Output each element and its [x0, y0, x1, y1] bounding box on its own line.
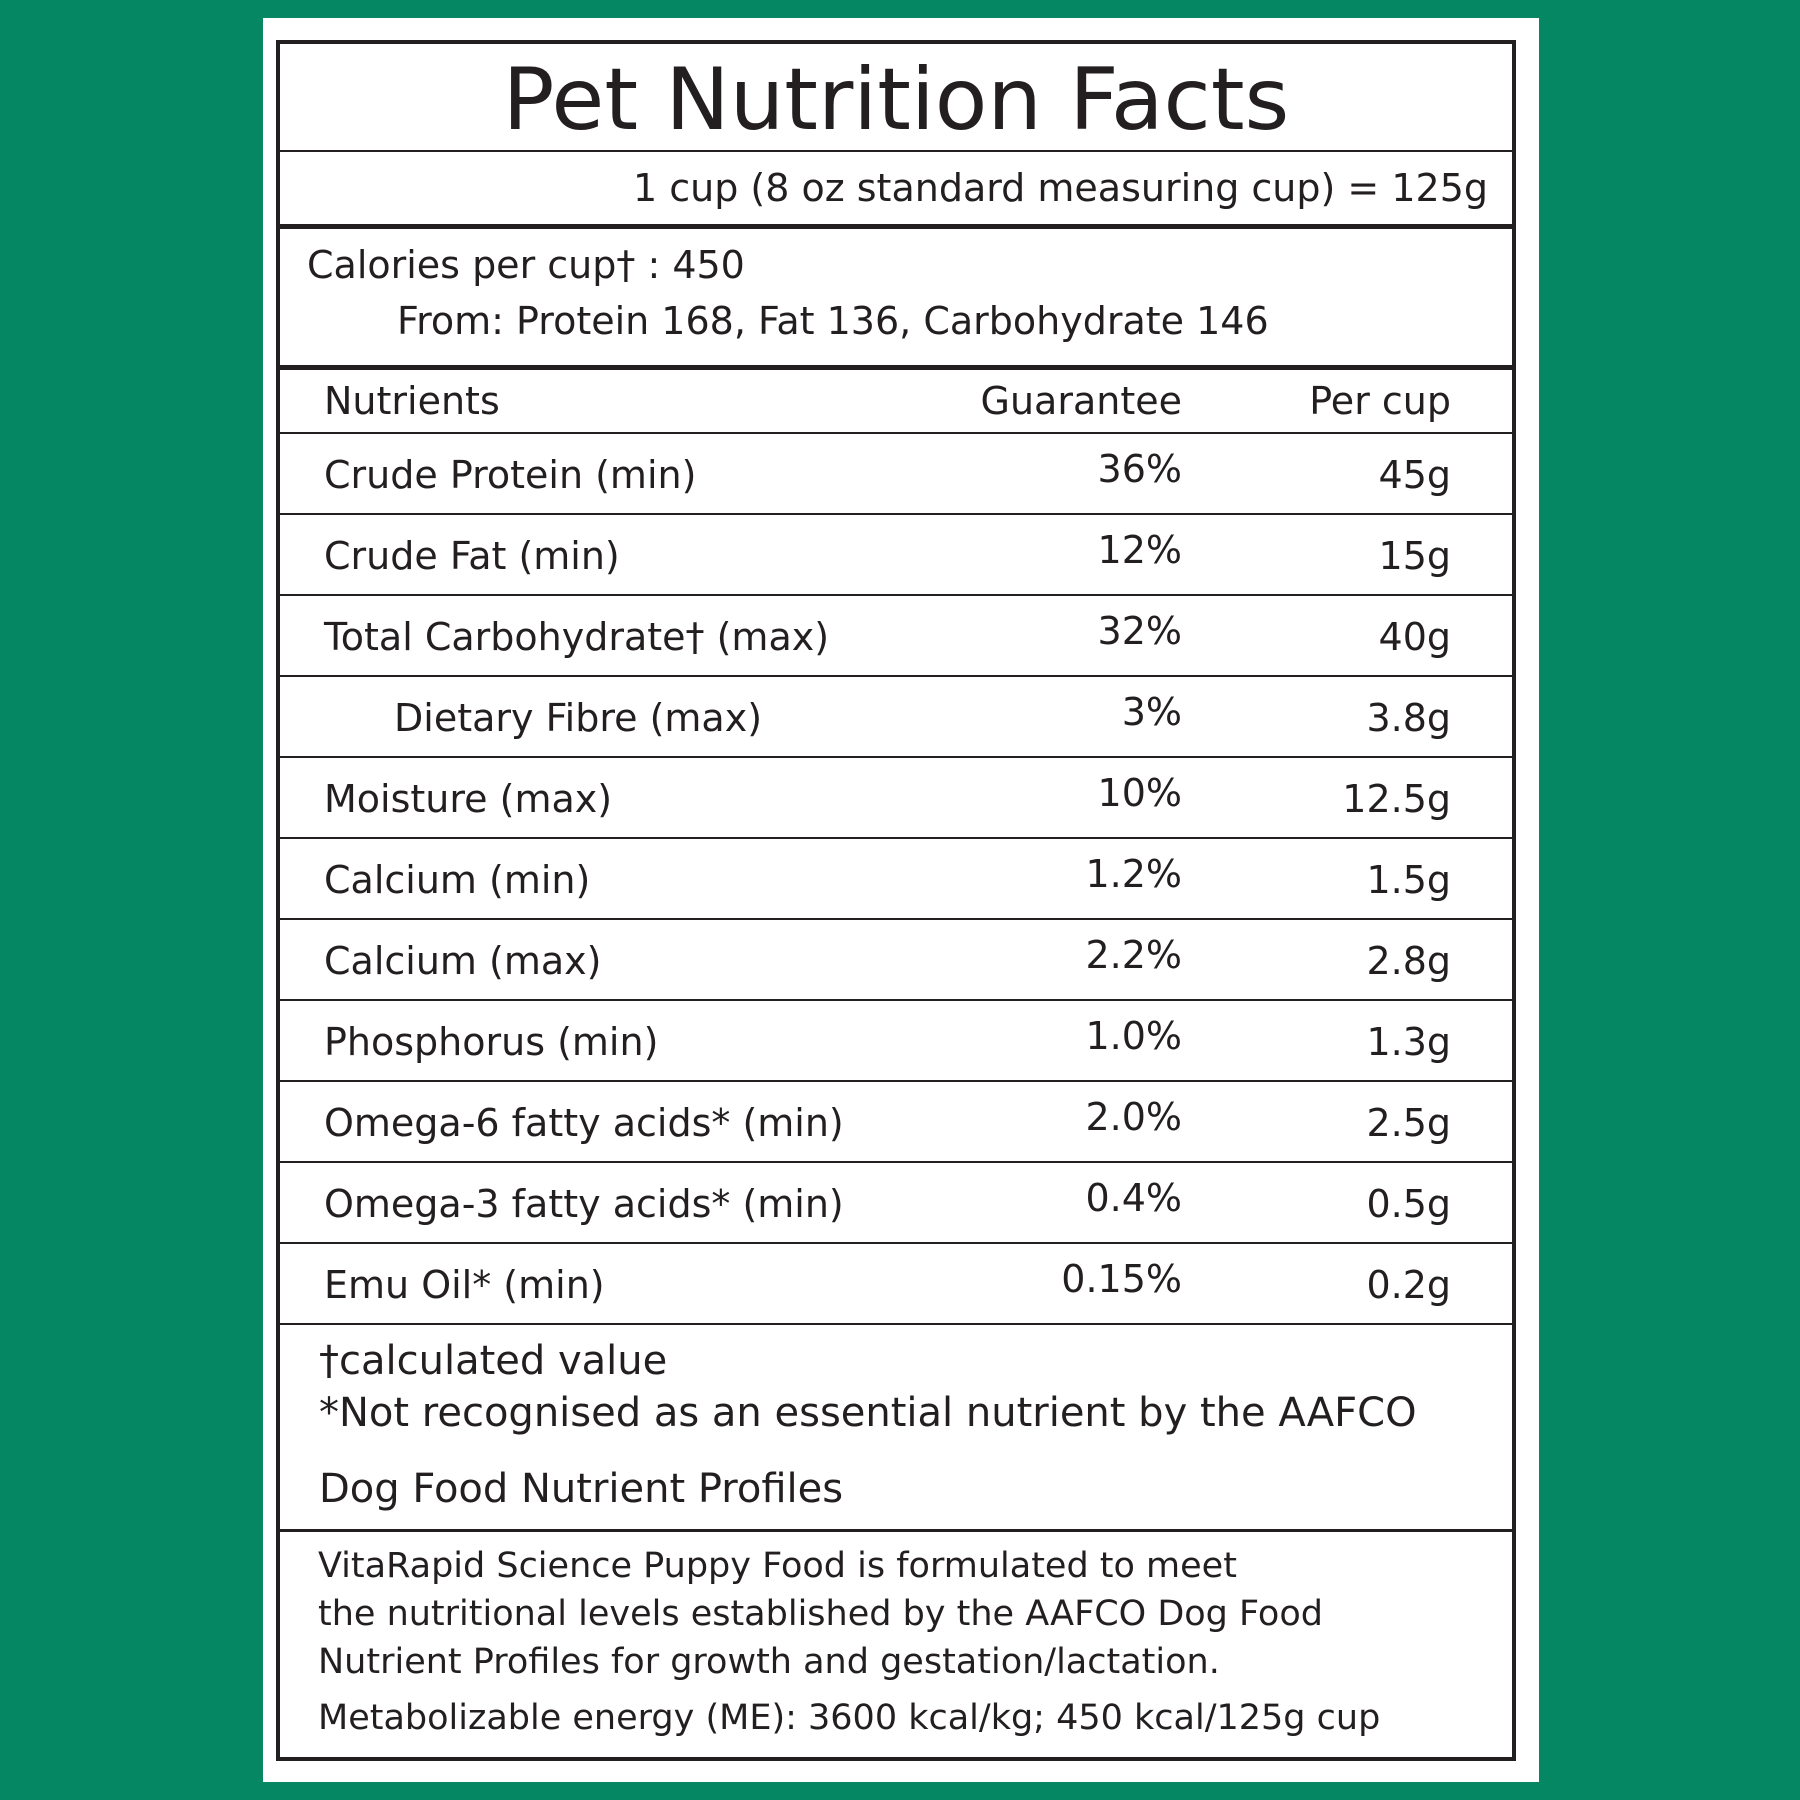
statement-line: the nutritional levels established by th… [318, 1594, 1323, 1634]
calories-breakdown: From: Protein 168, Fat 136, Carbohydrate… [397, 299, 1269, 343]
calories-section: Calories per cup† : 450 From: Protein 16… [280, 229, 1512, 370]
nutrient-name: Calcium (max) [324, 939, 602, 983]
table-row: Total Carbohydrate† (max) 32% 40g [280, 596, 1512, 677]
nutrient-name: Emu Oil* (min) [324, 1263, 605, 1307]
nutrient-guarantee: 0.4% [1085, 1176, 1182, 1220]
nutrient-name: Crude Protein (min) [324, 453, 697, 497]
page-title: Pet Nutrition Facts [502, 50, 1290, 150]
nutrient-guarantee: 1.2% [1085, 852, 1182, 896]
nutrient-guarantee: 32% [1097, 609, 1182, 653]
nutrient-per-cup: 0.2g [1366, 1263, 1451, 1307]
nutrient-per-cup: 3.8g [1366, 696, 1451, 740]
nutrient-name: Total Carbohydrate† (max) [324, 615, 830, 659]
nutrient-per-cup: 45g [1378, 453, 1451, 497]
nutrient-guarantee: 1.0% [1085, 1014, 1182, 1058]
footnotes-section: †calculated value *Not recognised as an … [280, 1325, 1512, 1532]
nutrient-name: Omega-6 fatty acids* (min) [324, 1101, 844, 1145]
nutrient-name: Moisture (max) [324, 777, 613, 821]
nutrient-guarantee: 2.2% [1085, 933, 1182, 977]
footnote-calculated: †calculated value [319, 1338, 668, 1384]
metabolizable-energy: Metabolizable energy (ME): 3600 kcal/kg;… [318, 1698, 1381, 1738]
table-row: Crude Protein (min) 36% 45g [280, 434, 1512, 515]
serving-section: 1 cup (8 oz standard measuring cup) = 12… [280, 152, 1512, 229]
footnote-aafco-cont: Dog Food Nutrient Profiles [319, 1466, 844, 1512]
table-row: Emu Oil* (min) 0.15% 0.2g [280, 1244, 1512, 1325]
nutrient-name: Calcium (min) [324, 858, 591, 902]
table-row: Dietary Fibre (max) 3% 3.8g [280, 677, 1512, 758]
nutrient-per-cup: 1.3g [1366, 1020, 1451, 1064]
calories-per-cup: Calories per cup† : 450 [307, 243, 745, 287]
nutrient-per-cup: 40g [1378, 615, 1451, 659]
header-per-cup: Per cup [1309, 379, 1451, 423]
nutrition-label: Pet Nutrition Facts 1 cup (8 oz standard… [276, 40, 1516, 1761]
header-guarantee: Guarantee [980, 379, 1182, 423]
nutrient-name: Omega-3 fatty acids* (min) [324, 1182, 844, 1226]
nutrient-name: Dietary Fibre (max) [394, 696, 763, 740]
footnote-aafco: *Not recognised as an essential nutrient… [319, 1390, 1417, 1436]
nutrient-per-cup: 0.5g [1366, 1182, 1451, 1226]
nutrient-guarantee: 3% [1121, 690, 1182, 734]
table-row: Moisture (max) 10% 12.5g [280, 758, 1512, 839]
table-row: Phosphorus (min) 1.0% 1.3g [280, 1001, 1512, 1082]
nutrient-guarantee: 36% [1097, 447, 1182, 491]
nutrition-card: Pet Nutrition Facts 1 cup (8 oz standard… [263, 18, 1539, 1782]
nutrient-per-cup: 15g [1378, 534, 1451, 578]
nutrient-per-cup: 1.5g [1366, 858, 1451, 902]
table-row: Crude Fat (min) 12% 15g [280, 515, 1512, 596]
nutrient-name: Phosphorus (min) [324, 1020, 659, 1064]
nutrient-per-cup: 12.5g [1342, 777, 1451, 821]
nutrient-name: Crude Fat (min) [324, 534, 620, 578]
table-row: Omega-6 fatty acids* (min) 2.0% 2.5g [280, 1082, 1512, 1163]
nutrient-guarantee: 12% [1097, 528, 1182, 572]
aafco-statement-section: VitaRapid Science Puppy Food is formulat… [280, 1532, 1512, 1761]
serving-size: 1 cup (8 oz standard measuring cup) = 12… [632, 166, 1488, 210]
table-row: Omega-3 fatty acids* (min) 0.4% 0.5g [280, 1163, 1512, 1244]
table-row: Calcium (min) 1.2% 1.5g [280, 839, 1512, 920]
nutrient-per-cup: 2.8g [1366, 939, 1451, 983]
header-nutrients: Nutrients [324, 379, 500, 423]
nutrient-per-cup: 2.5g [1366, 1101, 1451, 1145]
nutrient-guarantee: 10% [1097, 771, 1182, 815]
table-header: Nutrients Guarantee Per cup [280, 370, 1512, 434]
nutrient-guarantee: 0.15% [1061, 1257, 1182, 1301]
statement-line: Nutrient Profiles for growth and gestati… [318, 1642, 1220, 1682]
title-section: Pet Nutrition Facts [280, 44, 1512, 152]
statement-line: VitaRapid Science Puppy Food is formulat… [318, 1546, 1237, 1586]
table-row: Calcium (max) 2.2% 2.8g [280, 920, 1512, 1001]
nutrient-guarantee: 2.0% [1085, 1095, 1182, 1139]
